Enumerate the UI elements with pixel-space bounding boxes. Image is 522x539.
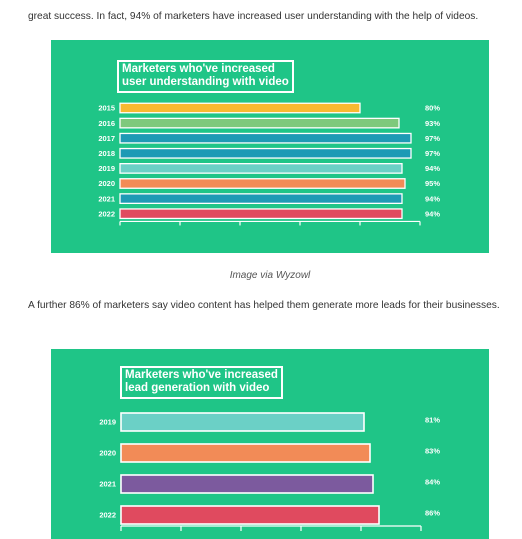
year-label: 2020 <box>99 449 116 458</box>
year-label: 2022 <box>99 511 116 520</box>
year-label: 2015 <box>98 104 115 113</box>
year-label: 2019 <box>98 164 115 173</box>
lead-generation-chart-svg: 2019 81% 2020 83% 2021 84% 2022 86% <box>99 412 440 531</box>
intro-paragraph: great success. In fact, 94% of marketers… <box>28 11 479 22</box>
value-label: 81% <box>425 416 440 425</box>
bar-2019 <box>120 412 365 432</box>
value-label: 94% <box>425 164 440 173</box>
year-label: 2021 <box>98 194 115 203</box>
year-label: 2021 <box>99 480 116 489</box>
user-understanding-chart-svg: 2015 80% 2016 93% 2017 97% 2018 97% 2019 94% 2020 9… <box>98 102 440 226</box>
bar-2018 <box>119 147 412 159</box>
year-label: 2020 <box>98 179 115 188</box>
bar-2022 <box>120 505 380 525</box>
year-label: 2018 <box>98 149 115 158</box>
bar-2017 <box>119 132 412 144</box>
bar-2021 <box>120 474 374 494</box>
bar-2021 <box>119 193 403 205</box>
bar-2022 <box>119 208 403 220</box>
bar-2020 <box>119 178 406 189</box>
value-label: 84% <box>425 478 440 487</box>
user-understanding-chart: 2015 80% 2016 93% 2017 97% 2018 97% 2019 94% 2020 9… <box>51 40 489 253</box>
year-label: 2019 <box>99 418 116 427</box>
lead-generation-chart: 2019 81% 2020 83% 2021 84% 2022 86% Marketers w… <box>51 349 489 539</box>
chart-title: Marketers who've increased user understa… <box>117 60 294 93</box>
year-label: 2022 <box>98 209 115 218</box>
bar-2019 <box>119 163 403 174</box>
value-label: 97% <box>425 149 440 158</box>
value-label: 83% <box>425 447 440 456</box>
value-label: 95% <box>425 179 440 188</box>
year-label: 2017 <box>98 134 115 143</box>
value-label: 94% <box>425 194 440 203</box>
value-label: 80% <box>425 104 440 113</box>
value-label: 86% <box>425 509 440 518</box>
value-label: 97% <box>425 134 440 143</box>
year-label: 2016 <box>98 119 115 128</box>
chart-title: Marketers who've increased lead generati… <box>120 366 283 399</box>
bar-2020 <box>120 443 371 463</box>
value-label: 93% <box>425 119 440 128</box>
image-caption: Image via Wyzowl <box>229 270 311 281</box>
value-label: 94% <box>425 209 440 218</box>
bar-2016 <box>119 117 400 129</box>
bar-2015 <box>119 102 361 114</box>
lead-generation-paragraph: A further 86% of marketers say video con… <box>28 300 500 311</box>
